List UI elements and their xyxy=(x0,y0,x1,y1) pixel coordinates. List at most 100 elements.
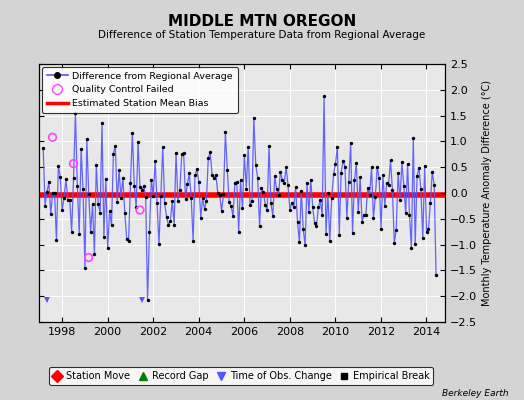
Point xyxy=(270,173,279,179)
Point xyxy=(119,174,127,181)
Point xyxy=(328,195,336,202)
Point xyxy=(136,207,144,213)
Point xyxy=(221,129,230,136)
Point xyxy=(275,192,283,198)
Point xyxy=(104,245,112,252)
Point xyxy=(181,196,190,202)
Point xyxy=(310,220,319,226)
Point xyxy=(244,144,253,150)
Point xyxy=(333,144,342,150)
Point xyxy=(43,189,51,195)
Point xyxy=(73,182,82,189)
Point xyxy=(149,192,157,199)
Point xyxy=(411,241,419,248)
Point xyxy=(69,175,78,181)
Point xyxy=(164,222,172,228)
Point xyxy=(325,238,334,244)
Point xyxy=(81,265,89,271)
Point xyxy=(170,222,178,228)
Point xyxy=(265,143,273,149)
Point xyxy=(238,205,247,212)
Point xyxy=(299,226,308,232)
Point xyxy=(236,177,245,183)
Point xyxy=(176,187,184,193)
Point xyxy=(96,210,104,216)
Point xyxy=(259,189,268,196)
Point xyxy=(219,191,227,198)
Point xyxy=(179,150,188,156)
Point xyxy=(407,245,416,251)
Point xyxy=(348,230,357,236)
Point xyxy=(242,186,250,192)
Point xyxy=(403,161,412,167)
Point xyxy=(267,200,275,207)
Point xyxy=(234,228,243,235)
Point xyxy=(168,198,177,204)
Point xyxy=(364,185,372,191)
Point xyxy=(269,212,277,219)
Point xyxy=(249,115,258,121)
Point xyxy=(377,225,385,232)
Point xyxy=(115,167,123,174)
Point xyxy=(58,206,67,213)
Point xyxy=(417,186,425,192)
Point xyxy=(356,174,364,180)
Point xyxy=(139,183,148,190)
Point xyxy=(246,202,254,208)
Point xyxy=(187,195,195,201)
Point xyxy=(84,191,93,198)
Point xyxy=(394,170,402,176)
Point xyxy=(200,206,209,212)
Point xyxy=(134,138,142,145)
Point xyxy=(191,172,199,179)
Point xyxy=(62,176,70,183)
Point xyxy=(282,164,290,170)
Point xyxy=(320,93,328,99)
Point xyxy=(121,210,129,216)
Point xyxy=(240,152,248,158)
Point xyxy=(109,150,117,157)
Point xyxy=(41,202,49,209)
Point xyxy=(280,180,288,186)
Point xyxy=(215,192,224,198)
Point xyxy=(400,182,408,189)
Point xyxy=(303,180,311,186)
Text: Berkeley Earth: Berkeley Earth xyxy=(442,389,508,398)
Point xyxy=(430,182,439,188)
Point xyxy=(206,149,214,155)
Legend: Difference from Regional Average, Quality Control Failed, Estimated Station Mean: Difference from Regional Average, Qualit… xyxy=(42,67,238,113)
Point xyxy=(111,142,119,149)
Point xyxy=(352,160,361,166)
Point xyxy=(322,231,330,238)
Point xyxy=(71,110,80,116)
Point xyxy=(178,151,186,158)
Point xyxy=(189,238,198,244)
Point xyxy=(45,179,53,185)
Point xyxy=(324,190,332,196)
Point xyxy=(199,195,207,202)
Point xyxy=(304,209,313,215)
Point xyxy=(86,229,95,235)
Point xyxy=(113,199,122,205)
Point xyxy=(375,175,384,181)
Point xyxy=(185,170,193,176)
Point xyxy=(229,213,237,219)
Text: Difference of Station Temperature Data from Regional Average: Difference of Station Temperature Data f… xyxy=(99,30,425,40)
Point xyxy=(385,182,393,188)
Point xyxy=(373,164,381,170)
Point xyxy=(257,185,266,191)
Point xyxy=(272,186,281,193)
Point xyxy=(314,204,323,210)
Point xyxy=(172,150,180,156)
Point xyxy=(288,200,296,206)
Point xyxy=(354,208,363,215)
Point xyxy=(379,172,387,178)
Legend: Station Move, Record Gap, Time of Obs. Change, Empirical Break: Station Move, Record Gap, Time of Obs. C… xyxy=(49,367,433,385)
Point xyxy=(77,146,85,152)
Point xyxy=(145,228,154,235)
Point xyxy=(151,158,159,164)
Point xyxy=(284,182,292,188)
Point xyxy=(162,214,171,220)
Point xyxy=(367,164,376,170)
Point xyxy=(141,193,150,200)
